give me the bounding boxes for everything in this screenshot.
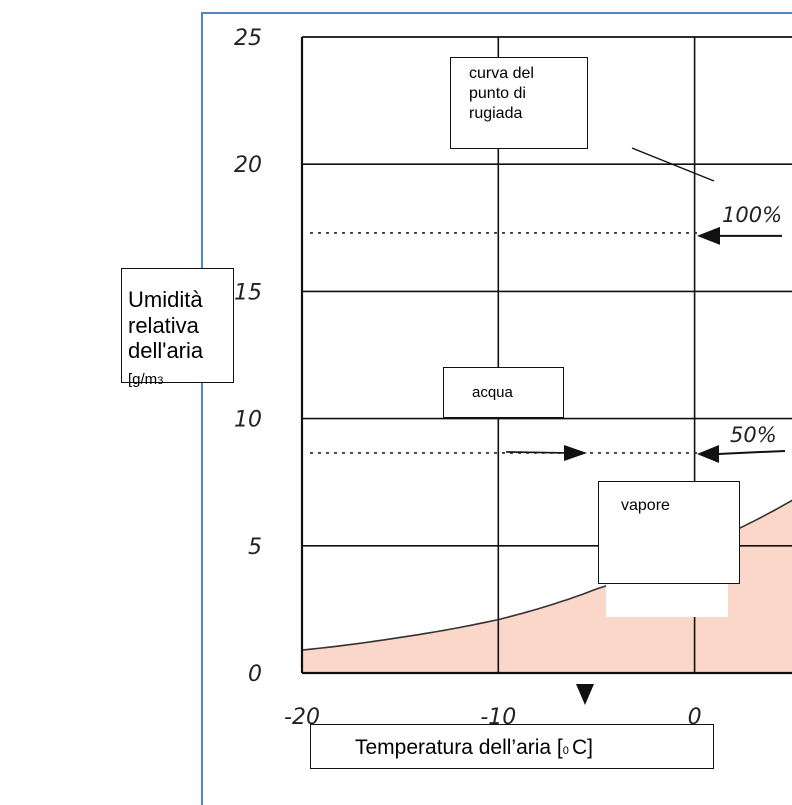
- x-tick-label: 0: [688, 705, 702, 730]
- y-axis-label: Umidità relativa dell'aria [g/m3: [121, 268, 234, 388]
- y-tick-label: 0: [248, 662, 262, 687]
- dew-point-label: curva del punto di rugiada: [469, 65, 534, 122]
- y-axis-label-unit: [g/m: [128, 371, 158, 389]
- arrow-dew-head: [564, 444, 587, 461]
- y-tick-label: 20: [234, 153, 262, 178]
- vapor-label-box: vapore: [598, 481, 740, 584]
- vapor-label: vapore: [621, 497, 670, 514]
- rh-50-label: 50%: [730, 423, 777, 447]
- dew-leader-line: [631, 147, 715, 182]
- arrow-dew-shaft: [505, 451, 567, 454]
- x-axis-label-sub: 0: [562, 745, 572, 757]
- rh-100-label: 100%: [722, 203, 782, 227]
- x-axis-label-unit: C]: [571, 736, 593, 759]
- y-tick-label: 25: [234, 26, 262, 51]
- x-axis-label-text: Temperatura dell’aria [: [355, 736, 563, 759]
- water-label: acqua: [472, 384, 513, 401]
- arrow-dew-temp-head: [576, 684, 594, 705]
- y-tick-label: 5: [248, 535, 262, 560]
- arrow-50-head: [697, 444, 719, 463]
- frame-border: [201, 12, 792, 805]
- arrow-100-head: [697, 226, 720, 245]
- y-tick-label: 10: [234, 408, 262, 433]
- y-tick-label: 15: [234, 280, 262, 305]
- dew-point-label-box: curva del punto di rugiada: [450, 57, 588, 149]
- x-axis-label: Temperatura dell’aria [0 C]: [310, 724, 714, 769]
- y-axis-label-text: Umidità relativa dell'aria: [128, 287, 204, 364]
- vapor-box-patch: [606, 584, 728, 617]
- water-label-box: acqua: [443, 367, 564, 418]
- vapor-region-fill: [302, 37, 792, 673]
- arrow-50-shaft: [717, 449, 786, 455]
- y-axis-label-sub: 3: [157, 375, 164, 388]
